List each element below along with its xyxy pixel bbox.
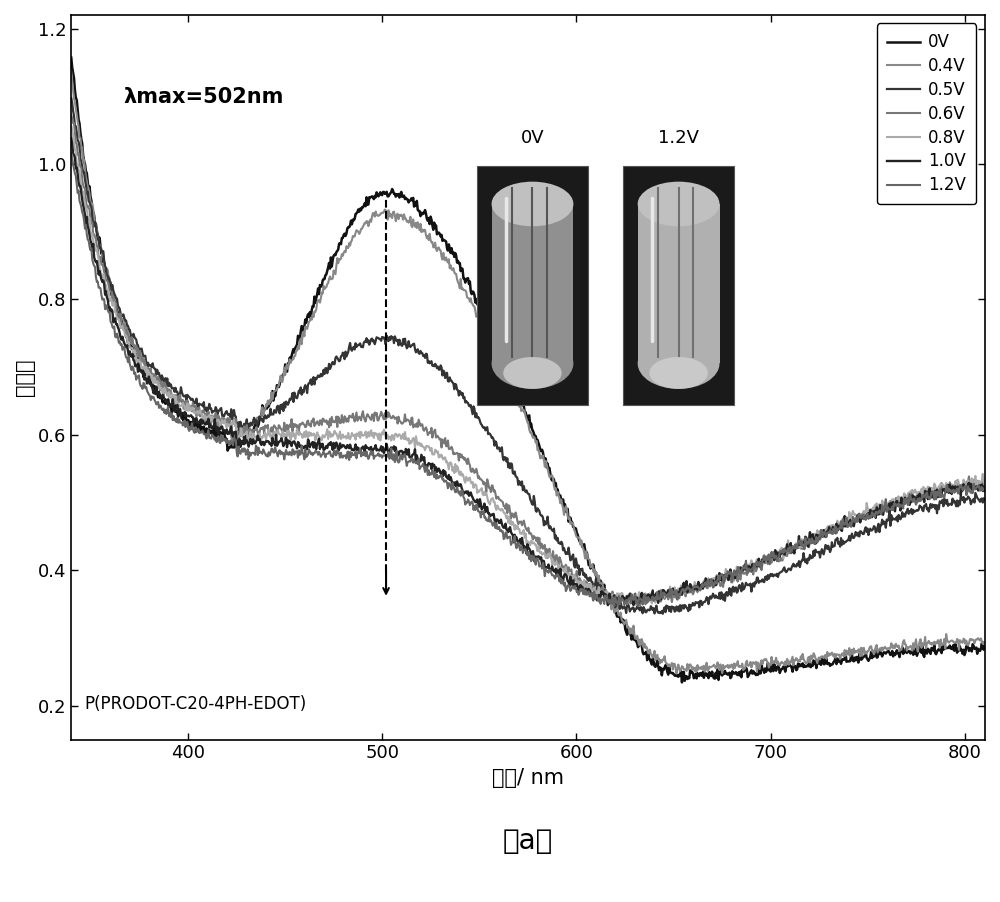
0.8V: [778, 543, 790, 554]
0.6V: [468, 465, 480, 475]
Line: 1.2V: 1.2V: [71, 153, 985, 606]
Legend: 0V, 0.4V, 0.5V, 0.6V, 0.8V, 1.0V, 1.2V: 0V, 0.4V, 0.5V, 0.6V, 0.8V, 1.0V, 1.2V: [877, 23, 976, 205]
0.8V: [629, 599, 641, 610]
1.2V: [979, 483, 991, 493]
Text: （a）: （a）: [503, 826, 553, 854]
0.5V: [468, 401, 480, 412]
1.0V: [159, 393, 171, 404]
0.4V: [778, 659, 790, 670]
0.6V: [693, 584, 705, 594]
0.8V: [65, 120, 77, 131]
0.4V: [795, 651, 807, 662]
Line: 0V: 0V: [71, 58, 985, 683]
0.8V: [693, 582, 705, 593]
0.8V: [795, 542, 807, 553]
0V: [468, 287, 480, 298]
Text: P(PRODOT-C20-4PH-EDOT): P(PRODOT-C20-4PH-EDOT): [85, 695, 307, 713]
0.8V: [435, 451, 447, 462]
0.8V: [468, 483, 480, 493]
0.6V: [435, 433, 447, 444]
0.4V: [468, 300, 480, 311]
0.6V: [795, 543, 807, 554]
0.5V: [435, 360, 447, 371]
0V: [435, 231, 447, 242]
1.2V: [468, 504, 480, 515]
0.5V: [795, 557, 807, 568]
Line: 1.0V: 1.0V: [71, 138, 985, 605]
0V: [676, 677, 688, 688]
0.5V: [979, 494, 991, 505]
1.2V: [159, 408, 171, 419]
Y-axis label: 吸光度: 吸光度: [15, 358, 35, 396]
0.5V: [778, 562, 790, 573]
1.2V: [435, 471, 447, 482]
Line: 0.8V: 0.8V: [71, 125, 985, 604]
0.4V: [65, 67, 77, 78]
0.4V: [979, 638, 991, 649]
1.0V: [795, 537, 807, 548]
0.6V: [634, 601, 646, 612]
1.2V: [795, 540, 807, 551]
0.6V: [65, 109, 77, 120]
0V: [795, 660, 807, 671]
0V: [65, 52, 77, 63]
Line: 0.6V: 0.6V: [71, 115, 985, 606]
1.0V: [693, 581, 705, 592]
1.0V: [435, 468, 447, 479]
0.6V: [159, 377, 171, 388]
X-axis label: 波长/ nm: 波长/ nm: [492, 768, 564, 788]
0.6V: [979, 478, 991, 489]
Line: 0.5V: 0.5V: [71, 98, 985, 613]
Line: 0.4V: 0.4V: [71, 72, 985, 674]
0.5V: [159, 377, 171, 388]
Text: λmax=502nm: λmax=502nm: [124, 87, 284, 107]
0.6V: [778, 549, 790, 560]
0V: [778, 662, 790, 673]
0V: [159, 396, 171, 407]
1.0V: [979, 485, 991, 496]
0.4V: [693, 662, 705, 673]
1.0V: [778, 549, 790, 560]
0.4V: [670, 668, 682, 679]
0.8V: [979, 479, 991, 490]
1.0V: [627, 600, 639, 611]
1.2V: [65, 148, 77, 159]
1.2V: [693, 583, 705, 594]
0.5V: [65, 93, 77, 104]
1.2V: [778, 543, 790, 554]
0.4V: [435, 245, 447, 256]
0.5V: [657, 608, 669, 619]
1.0V: [468, 494, 480, 505]
0.5V: [693, 602, 705, 612]
1.0V: [65, 133, 77, 143]
0.4V: [159, 379, 171, 390]
1.2V: [632, 601, 644, 612]
0.8V: [159, 382, 171, 393]
0V: [693, 670, 705, 681]
0V: [979, 641, 991, 652]
